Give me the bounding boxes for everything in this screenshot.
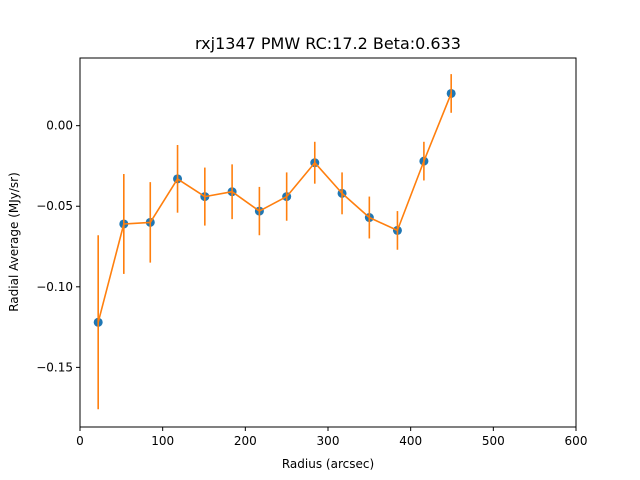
x-axis: 0 100 200 300 400 500 600 xyxy=(76,427,587,448)
series-line xyxy=(97,93,452,323)
x-axis-label: Radius (arcsec) xyxy=(282,457,374,471)
x-tick-label: 400 xyxy=(399,434,422,448)
y-axis: −0.15 −0.10 −0.05 0.00 xyxy=(36,119,80,374)
x-tick-label: 100 xyxy=(151,434,174,448)
y-tick-label: −0.10 xyxy=(36,280,73,294)
y-tick-label: 0.00 xyxy=(46,119,73,133)
x-tick-label: 500 xyxy=(482,434,505,448)
axes-frame xyxy=(79,57,577,428)
y-axis-label: Radial Average (MJy/sr) xyxy=(7,172,21,312)
y-tick-label: −0.05 xyxy=(36,199,73,213)
chart-title: rxj1347 PMW RC:17.2 Beta:0.633 xyxy=(195,34,461,53)
x-tick-label: 600 xyxy=(565,434,588,448)
y-tick-label: −0.15 xyxy=(36,360,73,374)
x-tick-label: 200 xyxy=(234,434,257,448)
x-tick-label: 300 xyxy=(317,434,340,448)
x-tick-label: 0 xyxy=(76,434,84,448)
plot-area xyxy=(93,74,456,410)
